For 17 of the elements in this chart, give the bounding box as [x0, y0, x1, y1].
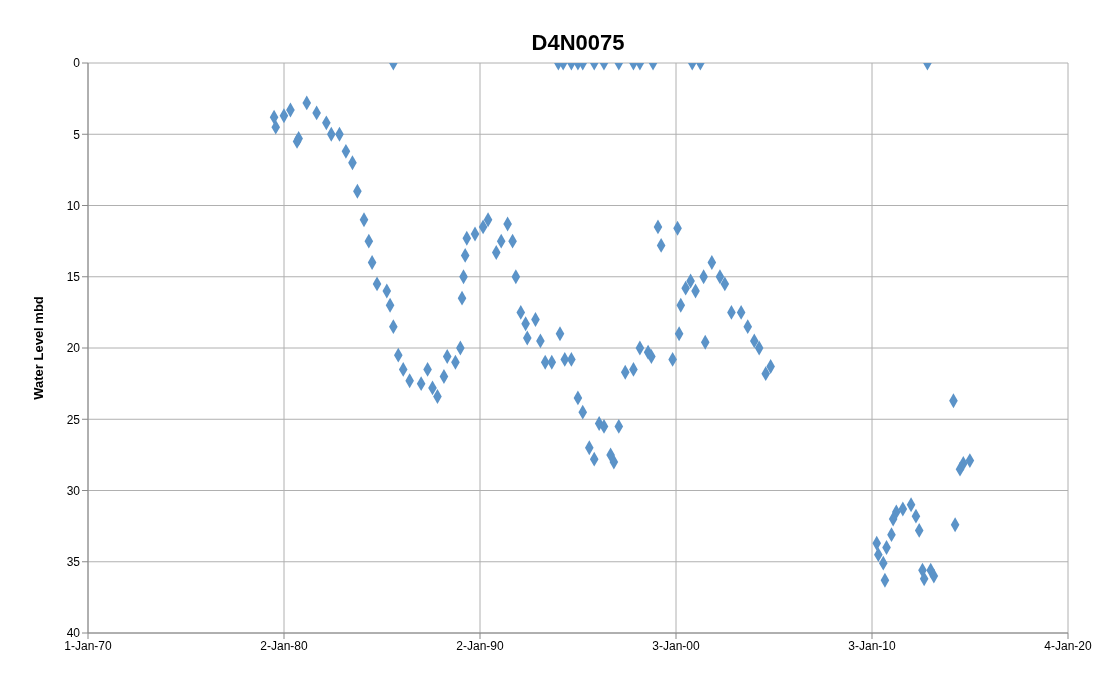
x-tick-label: 1-Jan-70 — [64, 638, 112, 653]
y-tick-label: 40 — [66, 626, 81, 641]
y-tick-label: 20 — [66, 341, 81, 356]
x-tick-label: 3-Jan-10 — [848, 638, 896, 653]
y-tick-label: 35 — [66, 555, 81, 570]
x-tick-label: 2-Jan-90 — [456, 638, 504, 653]
y-tick-label: 30 — [66, 483, 81, 498]
chart-title: D4N0075 — [530, 30, 626, 56]
y-axis-title: Water Level mbd — [30, 296, 46, 400]
y-tick-label: 0 — [73, 56, 81, 71]
y-tick-label: 5 — [73, 127, 81, 142]
x-tick-label: 4-Jan-20 — [1044, 638, 1092, 653]
y-tick-label: 25 — [66, 412, 81, 427]
x-tick-label: 3-Jan-00 — [652, 638, 700, 653]
y-tick-label: 10 — [66, 198, 81, 213]
x-tick-label: 2-Jan-80 — [260, 638, 308, 653]
y-tick-label: 15 — [66, 270, 81, 285]
